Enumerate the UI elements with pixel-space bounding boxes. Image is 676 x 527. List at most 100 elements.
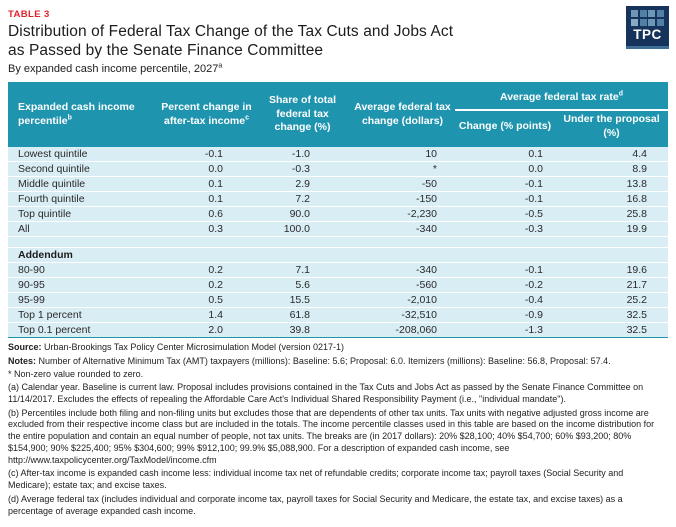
cell: 5.6 (255, 277, 350, 294)
cell: -32,510 (350, 307, 455, 324)
cell: 0.1 (158, 191, 255, 208)
footnote-marker-d: d (618, 90, 623, 98)
notes-label: Notes: (8, 355, 37, 366)
cell: -560 (350, 277, 455, 294)
cell: 16.8 (555, 191, 668, 208)
cell: Top quintile (8, 206, 158, 223)
tpc-logo-text: TPC (633, 26, 662, 42)
cell: -0.1 (158, 146, 255, 163)
table-row-lowest-quintile: Lowest quintile -0.1 -1.0 10 0.1 4.4 (8, 146, 668, 163)
cell: 21.7 (555, 277, 668, 294)
footnote-marker-b: b (67, 114, 72, 122)
cell: 0.2 (158, 262, 255, 279)
cell: 2.9 (255, 176, 350, 193)
cell: All (8, 221, 158, 238)
cell: -208,060 (350, 322, 455, 338)
table-row-second-quintile: Second quintile 0.0 -0.3 * 0.0 8.9 (8, 161, 668, 178)
footnote-c: (c) After-tax income is expanded cash in… (8, 468, 624, 491)
col-header-rate-change: Change (% points) (455, 110, 555, 147)
cell: -0.9 (455, 307, 555, 324)
table-row-all: All 0.3 100.0 -340 -0.3 19.9 (8, 221, 668, 238)
col-group-header-avg-federal-tax-rate: Average federal tax rated (455, 82, 668, 112)
cell: 0.5 (158, 292, 255, 309)
col-header-avg-tax-change: Average federal tax change (dollars) (350, 82, 455, 147)
cell: 0.2 (158, 277, 255, 294)
cell: -0.1 (455, 176, 555, 193)
cell: 0.1 (455, 146, 555, 163)
cell: -150 (350, 191, 455, 208)
notes-text: Number of Alternative Minimum Tax (AMT) … (38, 355, 611, 366)
cell: 15.5 (255, 292, 350, 309)
cell: -0.4 (455, 292, 555, 309)
cell: Second quintile (8, 161, 158, 178)
subtitle: By expanded cash income percentile, 2027… (8, 63, 668, 76)
title-line-1: Distribution of Federal Tax Change of th… (8, 23, 454, 40)
col-header-rate-under-proposal: Under the proposal (%) (555, 110, 668, 147)
cell: 32.5 (555, 322, 668, 338)
spacer-row (8, 236, 668, 249)
title-line-2: as Passed by the Senate Finance Committe… (8, 42, 324, 60)
cell: 95-99 (8, 292, 158, 309)
cell: 32.5 (555, 307, 668, 324)
cell: Middle quintile (8, 176, 158, 193)
table-number-label: TABLE 3 (8, 9, 50, 20)
cell: 0.3 (158, 221, 255, 238)
cell: -1.0 (255, 146, 350, 163)
addendum-label: Addendum (8, 247, 158, 264)
notes-line: Notes: Number of Alternative Minimum Tax… (8, 356, 668, 368)
cell: 7.2 (255, 191, 350, 208)
cell: -1.3 (455, 322, 555, 338)
tpc-logo-grid-icon (631, 10, 664, 26)
col-header-income-percentile: Expanded cash income percentileb (8, 82, 158, 147)
table-row-80-90: 80-90 0.2 7.1 -340 -0.1 19.6 (8, 262, 668, 279)
cell: 39.8 (255, 322, 350, 338)
cell: 13.8 (555, 176, 668, 193)
source-text: Urban-Brookings Tax Policy Center Micros… (44, 342, 344, 353)
table-row-95-99: 95-99 0.5 15.5 -2,010 -0.4 25.2 (8, 292, 668, 309)
cell: 0.6 (158, 206, 255, 223)
table-body: Lowest quintile -0.1 -1.0 10 0.1 4.4 Second q… (8, 146, 668, 338)
source-label: Source: (8, 342, 42, 353)
cell: 25.8 (555, 206, 668, 223)
footnotes-block: Source: Urban-Brookings Tax Policy Cente… (8, 342, 668, 517)
cell: Fourth quintile (8, 191, 158, 208)
star-footnote: * Non-zero value rounded to zero. (8, 368, 144, 379)
cell: -50 (350, 176, 455, 193)
cell: Lowest quintile (8, 146, 158, 163)
cell: -0.3 (255, 161, 350, 178)
cell: 8.9 (555, 161, 668, 178)
cell: -0.3 (455, 221, 555, 238)
cell: 0.1 (158, 176, 255, 193)
cell: 0.0 (455, 161, 555, 178)
cell: -0.2 (455, 277, 555, 294)
cell: 80-90 (8, 262, 158, 279)
table-row-90-95: 90-95 0.2 5.6 -560 -0.2 21.7 (8, 277, 668, 294)
cell: 90.0 (255, 206, 350, 223)
cell: 25.2 (555, 292, 668, 309)
cell: 19.6 (555, 262, 668, 279)
cell: -2,230 (350, 206, 455, 223)
cell: 90-95 (8, 277, 158, 294)
table-row-fourth-quintile: Fourth quintile 0.1 7.2 -150 -0.1 16.8 (8, 191, 668, 208)
footnote-marker-c: c (245, 114, 249, 122)
cell: 2.0 (158, 322, 255, 338)
table-row-top-1-percent: Top 1 percent 1.4 61.8 -32,510 -0.9 32.5 (8, 307, 668, 324)
tax-distribution-table: Expanded cash income percentileb Percent… (8, 82, 668, 339)
page-title: Distribution of Federal Tax Change of th… (8, 22, 668, 60)
table-header: Expanded cash income percentileb Percent… (8, 82, 668, 147)
cell: 4.4 (555, 146, 668, 163)
addendum-label-row: Addendum (8, 247, 668, 264)
cell: Top 0.1 percent (8, 322, 158, 338)
col-header-share-of-total: Share of total federal tax change (%) (255, 82, 350, 147)
cell: -0.5 (455, 206, 555, 223)
cell: -0.1 (455, 191, 555, 208)
table-row-top-quintile: Top quintile 0.6 90.0 -2,230 -0.5 25.8 (8, 206, 668, 223)
table-row-top-0-1-percent: Top 0.1 percent 2.0 39.8 -208,060 -1.3 32.5 (8, 322, 668, 338)
cell: -340 (350, 221, 455, 238)
cell: Top 1 percent (8, 307, 158, 324)
cell: 19.9 (555, 221, 668, 238)
cell: * (350, 161, 455, 178)
cell: 1.4 (158, 307, 255, 324)
cell: 61.8 (255, 307, 350, 324)
